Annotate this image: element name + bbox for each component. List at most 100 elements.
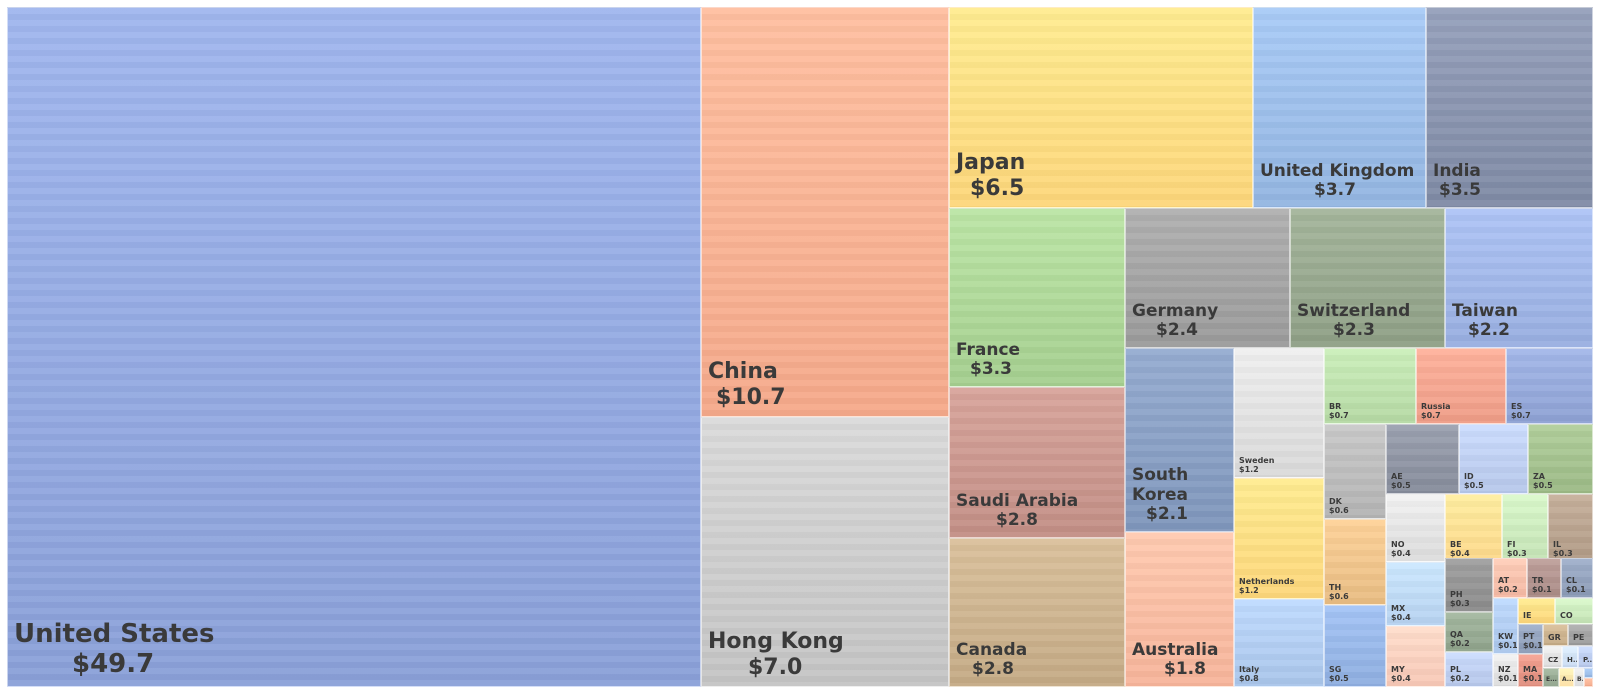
treemap-tile: ID $0.5 (1459, 424, 1528, 494)
treemap-tile: Russia $0.7 (1416, 348, 1506, 424)
treemap-tile: AE $0.5 (1386, 424, 1459, 494)
treemap-tile: South Korea $2.1 (1125, 348, 1234, 532)
tile-value: $0.3 (1507, 548, 1527, 558)
treemap-tile: Sweden $1.2 (1234, 348, 1324, 478)
tile-value: $10.7 (716, 384, 786, 410)
treemap-tile: Switzerland $2.3 (1290, 208, 1445, 348)
tile-label: NZ (1498, 664, 1511, 674)
treemap-tile: FI $0.3 (1502, 494, 1548, 562)
tile-label: France (956, 339, 1021, 360)
tile-label: AE (1391, 471, 1403, 481)
tile-value: $2.8 (972, 659, 1014, 680)
tile-label: SG (1329, 664, 1342, 674)
treemap-tile: China $10.7 (701, 7, 949, 417)
tile-value: $0.1 (1523, 673, 1543, 683)
tile-value: $0.1 (1498, 640, 1518, 650)
tile-label: B... (1577, 676, 1584, 684)
treemap-tile: QA $0.2 (1445, 612, 1493, 652)
treemap-tile: BR $0.7 (1324, 348, 1416, 424)
tile-label: PH (1450, 589, 1463, 599)
tile-label: NO (1391, 539, 1405, 549)
tile-value: $2.8 (996, 510, 1038, 531)
treemap-tile: H... (1562, 646, 1578, 668)
tile-value: $3.3 (970, 359, 1012, 380)
tile-value: $2.2 (1468, 320, 1510, 341)
tile-label: BR (1329, 401, 1342, 411)
tile-value: $0.6 (1329, 591, 1349, 601)
treemap-tile: BE $0.4 (1445, 494, 1502, 562)
treemap-tile: Taiwan $2.2 (1445, 208, 1593, 348)
tile-label: South Korea (1132, 465, 1189, 505)
treemap-tile: CO (1555, 598, 1593, 624)
tile-label: TH (1329, 582, 1342, 592)
treemap-tile (1584, 668, 1593, 678)
tile-value: $0.7 (1421, 410, 1441, 420)
tile-label: BE (1450, 539, 1462, 549)
treemap-tile: NZ $0.1 (1493, 654, 1518, 687)
treemap-tile: P... (1578, 646, 1593, 668)
tile-value: $0.4 (1391, 548, 1411, 558)
treemap-tile: PE (1568, 624, 1593, 646)
tile-label: IE (1523, 610, 1532, 620)
treemap-tile: GR (1543, 624, 1568, 646)
tile-value: $0.2 (1450, 638, 1470, 648)
treemap-tile: E... (1543, 668, 1559, 687)
tile-value: $3.5 (1439, 180, 1481, 201)
tile-value: $0.6 (1329, 505, 1349, 515)
treemap-tile: Netherlands $1.2 (1234, 478, 1324, 599)
tile-label: A... (1562, 676, 1574, 684)
treemap-tile: India $3.5 (1426, 7, 1593, 208)
tile-label: MX (1391, 603, 1406, 613)
treemap-tile (1584, 678, 1593, 687)
tile-label: PE (1573, 632, 1585, 642)
treemap-tile: United States $49.7 (7, 7, 701, 687)
tile-value: $0.1 (1532, 584, 1552, 594)
tile-label: PT (1523, 631, 1535, 641)
treemap-tile: PH $0.3 (1445, 558, 1493, 612)
tile-label: PL (1450, 664, 1461, 674)
tile-value: $2.4 (1156, 320, 1198, 341)
tile-value: $3.7 (1314, 180, 1356, 201)
treemap-tile: DK $0.6 (1324, 424, 1386, 519)
tile-label: Russia (1421, 401, 1451, 411)
tile-label: Australia (1132, 639, 1219, 660)
tile-value: $0.2 (1450, 673, 1470, 683)
tile-label: E... (1546, 676, 1557, 684)
treemap-tile: A... (1559, 668, 1574, 687)
tile-label: Germany (1132, 300, 1219, 321)
tile-value: $0.7 (1329, 410, 1349, 420)
tile-value: $0.1 (1566, 584, 1586, 594)
treemap-tile: Australia $1.8 (1125, 532, 1234, 687)
tile-label: United Kingdom (1260, 160, 1415, 181)
tile-label: ES (1511, 401, 1523, 411)
tile-label: Switzerland (1297, 300, 1411, 321)
treemap-tile: France $3.3 (949, 208, 1125, 387)
tile-label: Canada (956, 639, 1028, 660)
treemap-tile: ZA $0.5 (1528, 424, 1593, 494)
tile-label: China (708, 359, 778, 385)
treemap-tile: PT $0.1 (1518, 624, 1543, 654)
tile-label: Sweden (1239, 455, 1275, 465)
treemap-tile: IL $0.3 (1548, 494, 1593, 562)
tile-label: AT (1498, 575, 1510, 585)
tile-label: India (1433, 160, 1481, 181)
tile-value: $0.5 (1464, 480, 1484, 490)
tile-value: $1.2 (1239, 585, 1259, 595)
tile-label: H... (1567, 655, 1578, 664)
tile-label: MA (1523, 664, 1538, 674)
tile-label: Japan (956, 150, 1026, 176)
tile-value: $0.4 (1391, 673, 1411, 683)
treemap-tile: SG $0.5 (1324, 605, 1386, 687)
tile-value: $0.7 (1511, 410, 1531, 420)
treemap-tile: Hong Kong $7.0 (701, 417, 949, 687)
tile-value: $2.1 (1146, 504, 1188, 525)
tile-value: $0.3 (1450, 598, 1470, 608)
tile-value: $0.1 (1498, 673, 1518, 683)
tile-label: CO (1560, 610, 1573, 620)
tile-value: $0.3 (1553, 548, 1573, 558)
tile-value: $1.8 (1164, 659, 1206, 680)
tile-label: MY (1391, 664, 1405, 674)
tile-label: CZ (1548, 655, 1559, 664)
tile-label: QA (1450, 629, 1463, 639)
treemap-tile: B... (1574, 668, 1584, 687)
